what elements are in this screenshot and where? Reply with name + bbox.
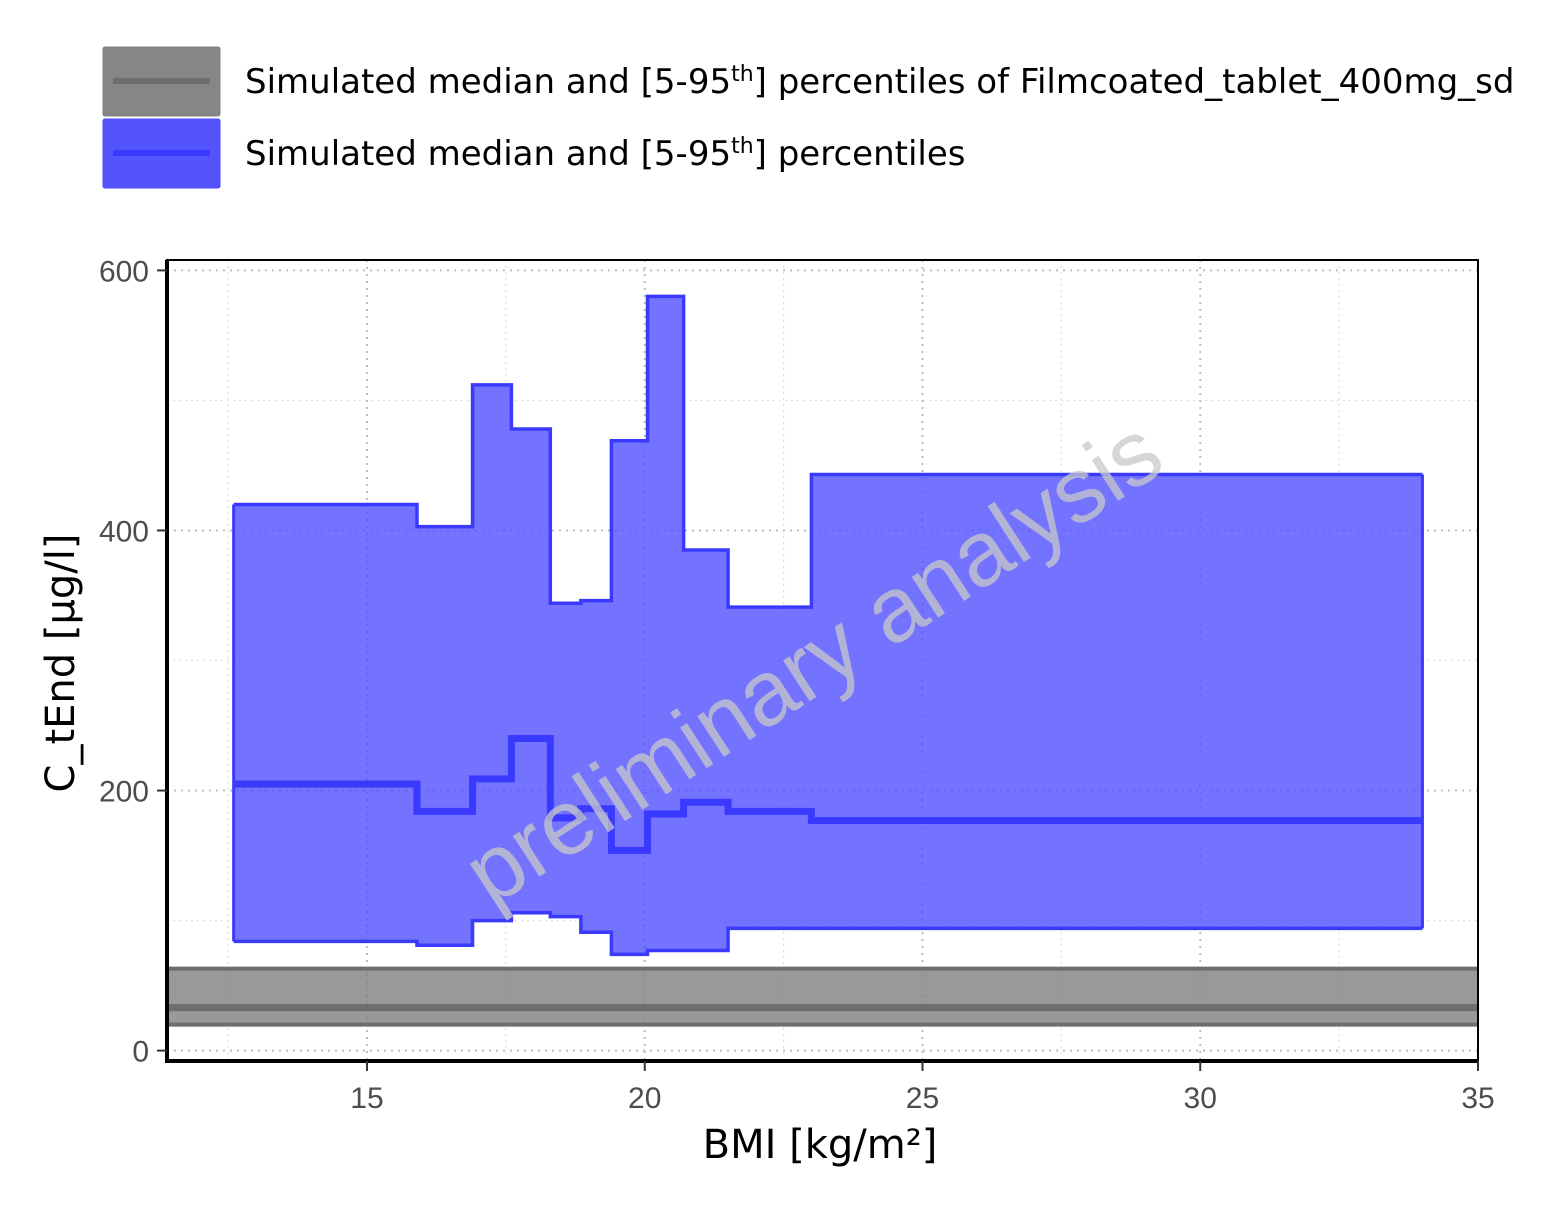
population-upper-line (233, 294, 1423, 609)
axis-titles: BMI [kg/m²] C_tEnd [µg/l] (38, 534, 937, 1168)
y-tick-label: 200 (99, 776, 149, 809)
y-axis-title: C_tEnd [µg/l] (38, 534, 84, 793)
legend-label-reference: Simulated median and [5-95th] percentile… (245, 62, 1514, 102)
x-tick-label: 15 (350, 1082, 383, 1115)
legend-label-population: Simulated median and [5-95th] percentile… (245, 134, 965, 174)
reference-band-area (167, 968, 1478, 1025)
y-tick-label: 600 (99, 255, 149, 288)
y-tick-label: 0 (132, 1036, 149, 1069)
population-band-area (233, 296, 1423, 955)
legend: Simulated median and [5-95th] percentile… (102, 46, 1514, 189)
x-tick-label: 20 (628, 1082, 661, 1115)
axis-ticks: 15 20 25 30 35 0 200 400 600 (99, 255, 1495, 1115)
x-tick-label: 35 (1461, 1082, 1494, 1115)
population-lower-line (233, 911, 1423, 957)
population-median-line (233, 735, 1423, 854)
x-axis-title: BMI [kg/m²] (703, 1122, 938, 1168)
plot-data (167, 294, 1478, 1027)
x-tick-label: 30 (1184, 1082, 1217, 1115)
y-tick-label: 400 (99, 515, 149, 548)
plot-frame (165, 259, 1479, 1063)
x-tick-label: 25 (906, 1082, 939, 1115)
